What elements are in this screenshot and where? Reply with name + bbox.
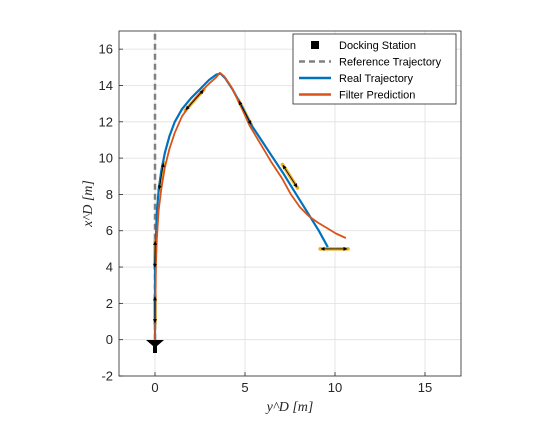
y-tick-label: 10: [99, 151, 113, 166]
axis-labels: y^D [m] x^D [m]: [81, 180, 313, 415]
y-axis-label: x^D [m]: [81, 180, 96, 228]
filter-prediction-layer: [155, 73, 346, 340]
uncertainty-cross-arrow: [239, 101, 245, 113]
docking-station-marker: [146, 340, 164, 353]
x-tick-label: 10: [328, 380, 342, 395]
real-trajectory-line: [155, 74, 328, 340]
y-tick-label: 14: [99, 78, 113, 93]
legend-label: Docking Station: [339, 40, 416, 52]
y-tick-label: 12: [99, 114, 113, 129]
y-tick-label: 6: [106, 223, 113, 238]
real-trajectory-layer: [155, 74, 328, 340]
y-tick-label: 16: [99, 42, 113, 57]
x-tick-label: 0: [151, 380, 158, 395]
y-tick-label: 0: [106, 332, 113, 347]
x-tick-label: 15: [418, 380, 432, 395]
legend-label: Reference Trajectory: [339, 57, 442, 69]
y-tick-label: -2: [101, 369, 113, 384]
y-tick-label: 4: [106, 260, 113, 275]
legend-label: Filter Prediction: [339, 90, 415, 102]
legend-symbol-docking: [311, 41, 319, 49]
legend: Docking Station Reference Trajectory Real …: [293, 34, 456, 104]
legend-label: Real Trajectory: [339, 73, 413, 85]
x-tick-label: 5: [241, 380, 248, 395]
y-tick-label: 8: [106, 187, 113, 202]
y-tick-label: 2: [106, 296, 113, 311]
x-axis-label: y^D [m]: [265, 400, 314, 415]
filter-prediction-line: [155, 73, 346, 340]
docking-station-layer: [146, 340, 164, 353]
